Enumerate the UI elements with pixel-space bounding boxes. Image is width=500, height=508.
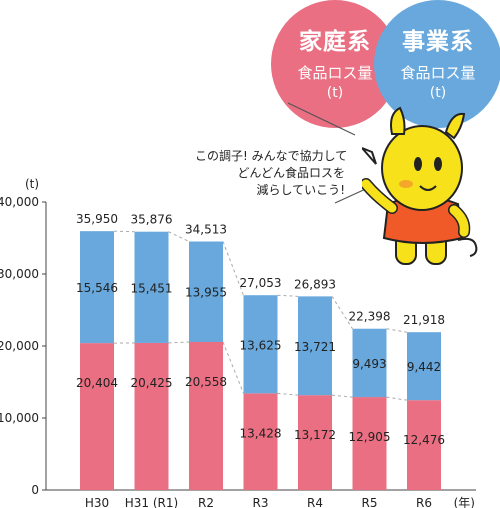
total-value-label: 26,893 [294, 277, 336, 291]
household-bar [80, 343, 114, 490]
total-value-label: 27,053 [240, 276, 282, 290]
business-bar [80, 231, 114, 344]
business-value-label: 15,546 [76, 281, 118, 295]
x-unit-label: (年) [454, 496, 475, 508]
household-badge-unit: (t) [326, 85, 344, 101]
connector-line [386, 328, 408, 333]
business-bar [298, 296, 332, 396]
connector-line [168, 231, 190, 242]
business-bar [407, 332, 441, 401]
connector-line [331, 394, 353, 398]
yellow-rhino-mascot-icon [362, 106, 478, 265]
business-bar [189, 241, 223, 342]
business-badge-title: 事業系 [402, 29, 474, 55]
x-tick-label: R2 [198, 496, 214, 508]
business-value-label: 9,442 [407, 360, 441, 374]
household-badge-title: 家庭系 [299, 29, 371, 55]
household-bar [243, 393, 278, 490]
x-tick-label: R3 [253, 496, 269, 508]
y-tick-label: 10,000 [0, 411, 39, 425]
business-bar [243, 295, 278, 394]
business-value-label: 13,955 [185, 286, 227, 300]
household-value-label: 20,425 [131, 376, 173, 390]
household-value-label: 13,172 [294, 428, 336, 442]
x-tick-label: H31 (R1) [125, 496, 178, 508]
y-tick-label: 30,000 [0, 267, 39, 281]
speech-line-1: この調子! みんなで協力して [195, 149, 348, 163]
business-value-label: 9,493 [352, 357, 386, 371]
connector-line [113, 230, 135, 233]
total-value-label: 35,876 [131, 213, 173, 227]
household-value-label: 13,428 [240, 426, 282, 440]
household-value-label: 20,404 [76, 376, 118, 390]
speech-line-3: 減らしていこう! [256, 183, 345, 197]
business-bar [352, 328, 387, 398]
business-value-label: 13,625 [240, 338, 282, 352]
household-bar [407, 400, 441, 490]
x-tick-label: R6 [416, 496, 432, 508]
household-bar [298, 395, 332, 490]
total-value-label: 35,950 [76, 212, 118, 226]
x-tick-label: R5 [362, 496, 378, 508]
x-tick-label: R4 [307, 496, 323, 508]
business-food-loss-badge: 事業系 食品ロス量 (t) [374, 0, 500, 128]
total-value-label: 34,513 [185, 223, 227, 237]
y-tick-label: 40,000 [0, 195, 39, 209]
household-bar [189, 341, 223, 490]
business-bar [134, 231, 169, 343]
y-tick-label: 0 [31, 483, 39, 497]
household-value-label: 20,558 [185, 375, 227, 389]
business-badge-unit: (t) [429, 85, 447, 101]
household-value-label: 12,476 [403, 433, 445, 447]
household-badge-subtitle: 食品ロス量 [297, 64, 373, 82]
y-tick-label: 20,000 [0, 339, 39, 353]
speech-line-2: どんどん食品ロスを [237, 166, 345, 180]
business-value-label: 15,451 [131, 281, 173, 295]
total-value-label: 21,918 [403, 313, 445, 327]
connector-line [277, 392, 299, 396]
business-badge-subtitle: 食品ロス量 [400, 64, 476, 82]
business-value-label: 13,721 [294, 340, 336, 354]
household-value-label: 12,905 [349, 430, 391, 444]
mascot-speech-text: この調子! みんなで協力して どんどん食品ロスを 減らしていこう! [195, 148, 348, 199]
household-bar [352, 397, 387, 490]
household-bar [134, 342, 169, 490]
x-tick-label: H30 [85, 496, 109, 508]
connector-line [277, 294, 299, 297]
y-unit-label: (t) [25, 177, 39, 191]
connector-line [386, 396, 408, 401]
connector-line [331, 296, 353, 330]
connector-line [168, 341, 190, 344]
total-value-label: 22,398 [349, 310, 391, 324]
